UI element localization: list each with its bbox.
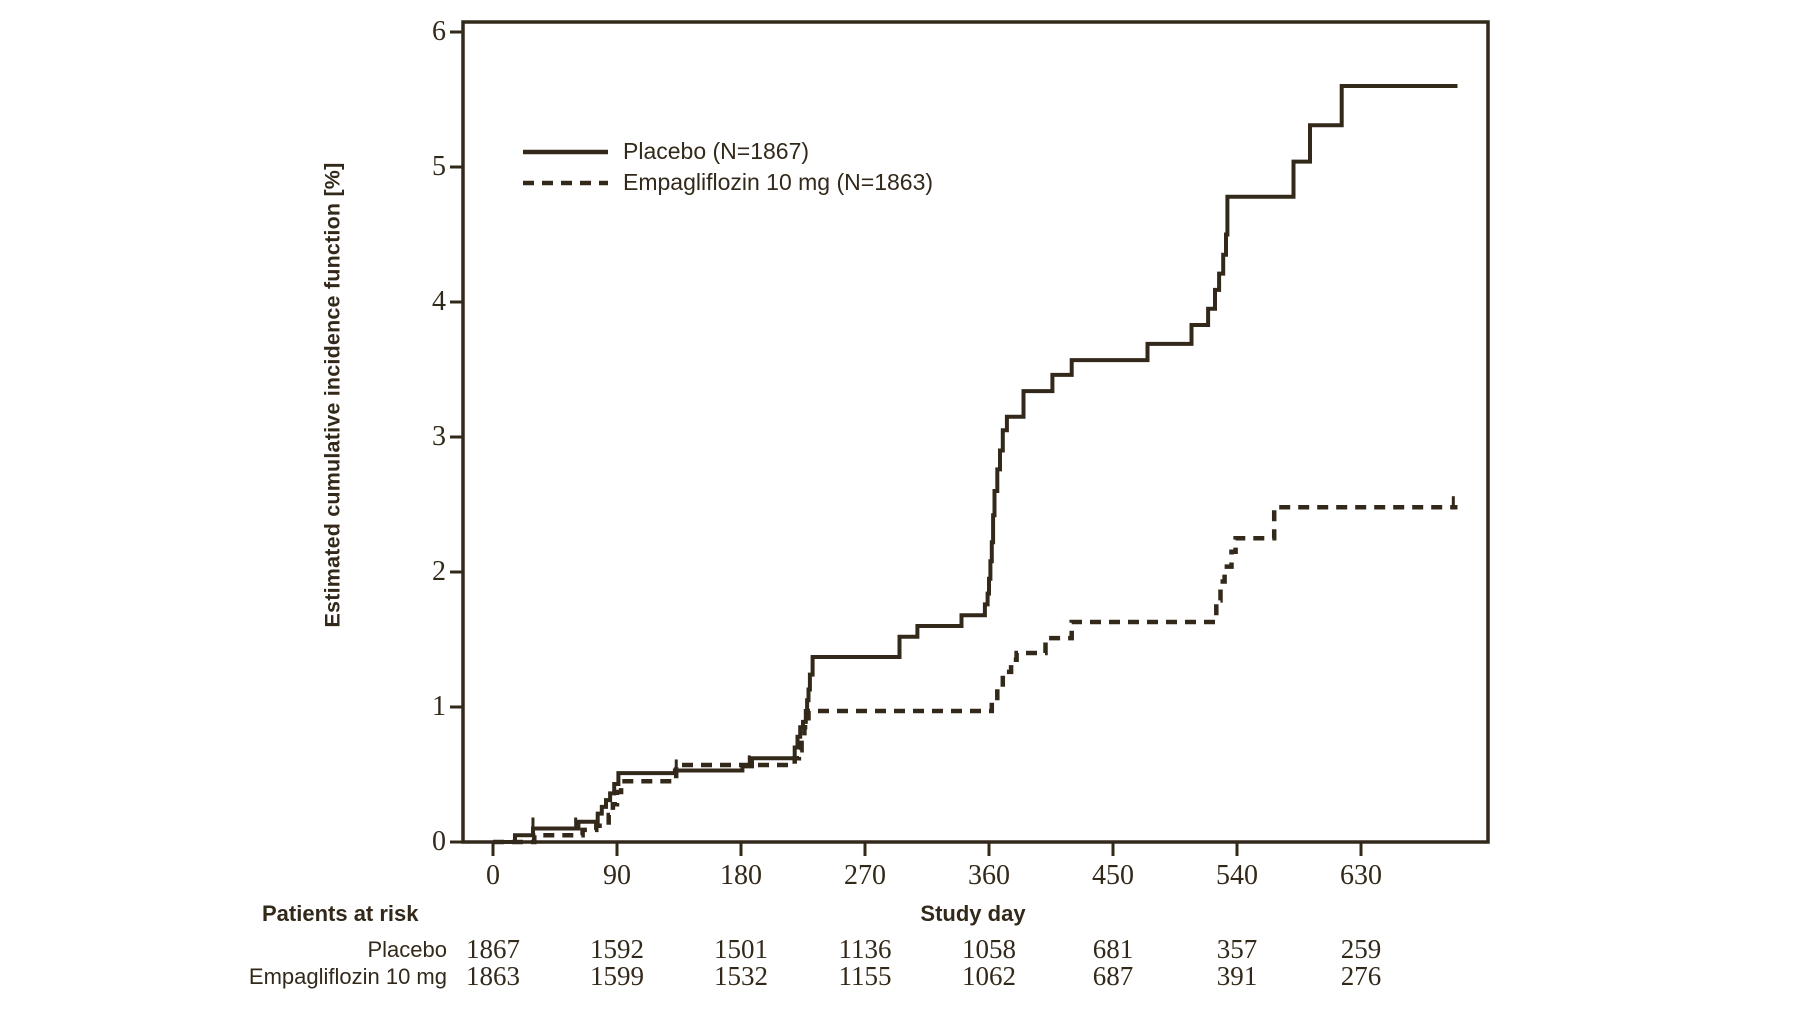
y-tick-label: 5 (432, 151, 446, 182)
x-tick-label: 540 (1216, 860, 1258, 891)
risk-table-title: Patients at risk (262, 901, 419, 926)
risk-count: 1867 (466, 934, 520, 964)
x-tick-label: 450 (1092, 860, 1134, 891)
risk-count: 1592 (590, 934, 644, 964)
y-tick-label: 1 (432, 691, 446, 722)
y-tick-label: 2 (432, 556, 446, 587)
risk-row-label-placebo: Placebo (367, 937, 447, 962)
legend-item: Placebo (N=1867) (523, 136, 933, 167)
risk-row-label-empagliflozin: Empagliflozin 10 mg (248, 964, 447, 989)
risk-count: 1501 (714, 934, 768, 964)
y-tick-label: 0 (432, 826, 446, 857)
risk-count: 1863 (466, 961, 520, 991)
risk-count: 259 (1340, 934, 1382, 964)
x-tick-label: 270 (844, 860, 886, 891)
plot-border (461, 20, 1490, 844)
y-tick-label: 4 (432, 286, 446, 317)
risk-count: 276 (1340, 961, 1382, 991)
x-tick-label: 180 (720, 860, 762, 891)
risk-count: 1058 (962, 934, 1016, 964)
legend-item-label: Placebo (N=1867) (623, 138, 810, 164)
legend-line-solid (523, 149, 608, 154)
legend-line-dashed (523, 180, 608, 185)
legend-item: Empagliflozin 10 mg (N=1863) (523, 167, 933, 198)
risk-count: 357 (1216, 934, 1258, 964)
risk-count: 1136 (838, 934, 892, 964)
risk-count: 391 (1216, 961, 1258, 991)
risk-count: 1155 (838, 961, 892, 991)
empagliflozin-10mg-curve (493, 504, 1458, 845)
risk-count: 1599 (590, 961, 644, 991)
risk-count: 681 (1092, 934, 1134, 964)
legend: Placebo (N=1867) Empagliflozin 10 mg (N=1… (523, 136, 933, 198)
legend-item-label: Empagliflozin 10 mg (N=1863) (623, 169, 934, 195)
y-axis-title: Estimated cumulative incidence function … (320, 162, 345, 628)
x-axis-title: Study day (920, 901, 1026, 926)
placebo-curve (493, 84, 1458, 844)
x-tick-label: 90 (603, 860, 631, 891)
risk-count: 1062 (962, 961, 1016, 991)
x-tick-label: 0 (486, 860, 500, 891)
risk-count: 687 (1092, 961, 1134, 991)
x-tick-label: 360 (968, 860, 1010, 891)
y-tick-label: 3 (432, 421, 446, 452)
y-tick-label: 6 (432, 16, 446, 47)
x-tick-label: 630 (1340, 860, 1382, 891)
risk-count: 1532 (714, 961, 768, 991)
